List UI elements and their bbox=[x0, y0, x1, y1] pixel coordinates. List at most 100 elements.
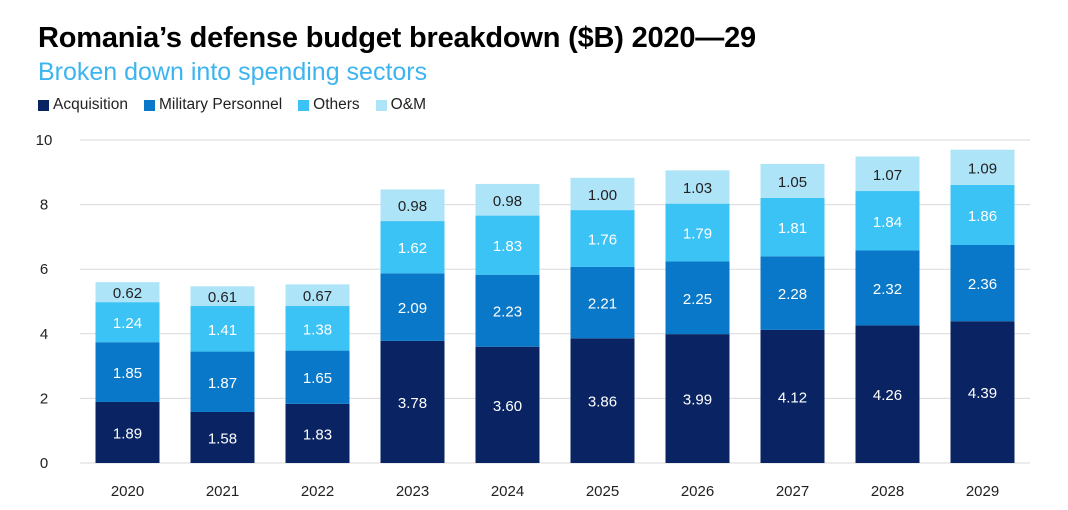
bar-segment-military-personnel bbox=[285, 350, 350, 404]
data-label-om: 1.07 bbox=[873, 167, 902, 184]
bar-segment-military-personnel bbox=[95, 342, 160, 402]
data-label-acquisition: 1.83 bbox=[303, 426, 332, 443]
data-label-om: 0.61 bbox=[208, 289, 237, 306]
x-tick-label: 2020 bbox=[111, 483, 144, 500]
data-label-acquisition: 4.12 bbox=[778, 389, 807, 406]
data-label-others: 1.81 bbox=[778, 220, 807, 237]
bar-segment-acquisition bbox=[570, 338, 635, 463]
bar-segment-others bbox=[285, 306, 350, 351]
bar-segment-om bbox=[190, 286, 255, 307]
data-label-others: 1.79 bbox=[683, 226, 712, 243]
bar-segment-military-personnel bbox=[475, 274, 540, 347]
bar-segment-others bbox=[760, 197, 825, 257]
chart-title: Romania’s defense budget breakdown ($B) … bbox=[38, 22, 756, 54]
bar-segment-om bbox=[285, 284, 350, 307]
data-label-om: 1.00 bbox=[588, 187, 617, 204]
y-tick-label: 0 bbox=[40, 455, 48, 472]
bar-segment-acquisition bbox=[380, 340, 445, 463]
x-tick-label: 2022 bbox=[301, 483, 334, 500]
legend-swatch-military-personnel bbox=[143, 99, 155, 111]
bar-segment-acquisition bbox=[190, 411, 255, 463]
data-label-others: 1.41 bbox=[208, 322, 237, 339]
data-label-military-personnel: 2.36 bbox=[968, 276, 997, 293]
bar-segment-om bbox=[95, 282, 160, 303]
bar-segment-acquisition bbox=[855, 325, 920, 463]
x-tick-label: 2024 bbox=[491, 483, 524, 500]
y-tick-label: 8 bbox=[40, 197, 48, 214]
bar-segment-acquisition bbox=[475, 346, 540, 463]
bar-segment-om bbox=[380, 189, 445, 222]
bar-segment-acquisition bbox=[950, 321, 1015, 463]
data-label-military-personnel: 2.32 bbox=[873, 281, 902, 298]
x-tick-label: 2023 bbox=[396, 483, 429, 500]
legend-label-om: O&M bbox=[390, 96, 426, 113]
bar-segment-military-personnel bbox=[950, 244, 1015, 322]
bar-segment-acquisition bbox=[760, 329, 825, 463]
data-label-military-personnel: 2.28 bbox=[778, 286, 807, 303]
data-label-acquisition: 3.78 bbox=[398, 395, 427, 412]
data-label-others: 1.38 bbox=[303, 321, 332, 338]
legend-item-others: Others bbox=[298, 96, 360, 114]
data-label-om: 0.98 bbox=[493, 193, 522, 210]
legend-label-acquisition: Acquisition bbox=[53, 96, 128, 113]
legend-label-military-personnel: Military Personnel bbox=[158, 96, 283, 113]
x-tick-label: 2021 bbox=[206, 483, 239, 500]
bar-segment-others bbox=[475, 215, 540, 275]
bar-segment-om bbox=[475, 183, 540, 216]
data-label-military-personnel: 1.87 bbox=[208, 375, 237, 392]
data-label-military-personnel: 2.25 bbox=[683, 291, 712, 308]
bar-segment-others bbox=[95, 302, 160, 343]
bar-segment-om bbox=[665, 170, 730, 204]
bar-segment-others bbox=[570, 210, 635, 267]
bar-segment-military-personnel bbox=[190, 351, 255, 412]
legend-label-others: Others bbox=[313, 96, 360, 113]
legend-swatch-om bbox=[375, 99, 387, 111]
bar-segment-om bbox=[760, 163, 825, 198]
data-label-acquisition: 3.99 bbox=[683, 392, 712, 409]
x-tick-label: 2027 bbox=[776, 483, 809, 500]
bar-segment-others bbox=[855, 191, 920, 251]
bar-segment-others bbox=[950, 184, 1015, 245]
data-label-acquisition: 3.86 bbox=[588, 394, 617, 411]
bar-segment-others bbox=[190, 306, 255, 352]
data-label-acquisition: 3.60 bbox=[493, 398, 522, 415]
legend-item-acquisition: Acquisition bbox=[38, 96, 128, 114]
bar-segment-military-personnel bbox=[760, 256, 825, 330]
data-label-others: 1.84 bbox=[873, 214, 902, 231]
chart-subtitle: Broken down into spending sectors bbox=[38, 58, 428, 86]
data-label-others: 1.83 bbox=[493, 238, 522, 255]
data-label-om: 1.03 bbox=[683, 180, 712, 197]
data-label-military-personnel: 2.21 bbox=[588, 296, 617, 313]
y-tick-label: 2 bbox=[40, 390, 48, 407]
data-label-others: 1.62 bbox=[398, 240, 427, 257]
data-label-om: 1.09 bbox=[968, 160, 997, 177]
data-label-military-personnel: 2.09 bbox=[398, 300, 427, 317]
legend-item-military-personnel: Military Personnel bbox=[143, 96, 283, 114]
data-label-om: 0.98 bbox=[398, 198, 427, 215]
data-label-military-personnel: 2.23 bbox=[493, 304, 522, 321]
legend-swatch-others bbox=[298, 99, 310, 111]
bar-segment-military-personnel bbox=[855, 250, 920, 326]
legend-item-om: O&M bbox=[375, 96, 426, 114]
bar-segment-military-personnel bbox=[570, 266, 635, 339]
data-label-military-personnel: 1.65 bbox=[303, 370, 332, 387]
legend: Acquisition Military Personnel Others O&… bbox=[38, 96, 426, 114]
bar-segment-acquisition bbox=[285, 403, 350, 463]
data-label-acquisition: 4.26 bbox=[873, 387, 902, 404]
y-tick-label: 6 bbox=[40, 261, 48, 278]
x-tick-label: 2028 bbox=[871, 483, 904, 500]
data-label-others: 1.76 bbox=[588, 232, 617, 249]
x-tick-label: 2026 bbox=[681, 483, 714, 500]
y-tick-label: 10 bbox=[36, 132, 53, 149]
data-label-acquisition: 1.89 bbox=[113, 425, 142, 442]
bar-segment-om bbox=[950, 149, 1015, 185]
bar-segment-om bbox=[855, 156, 920, 192]
legend-swatch-acquisition bbox=[38, 99, 49, 111]
data-label-om: 0.62 bbox=[113, 285, 142, 302]
y-tick-label: 4 bbox=[40, 326, 48, 343]
x-tick-label: 2025 bbox=[586, 483, 619, 500]
bar-segment-military-personnel bbox=[665, 261, 730, 335]
bar-segment-acquisition bbox=[95, 401, 160, 463]
bar-segment-acquisition bbox=[665, 334, 730, 463]
